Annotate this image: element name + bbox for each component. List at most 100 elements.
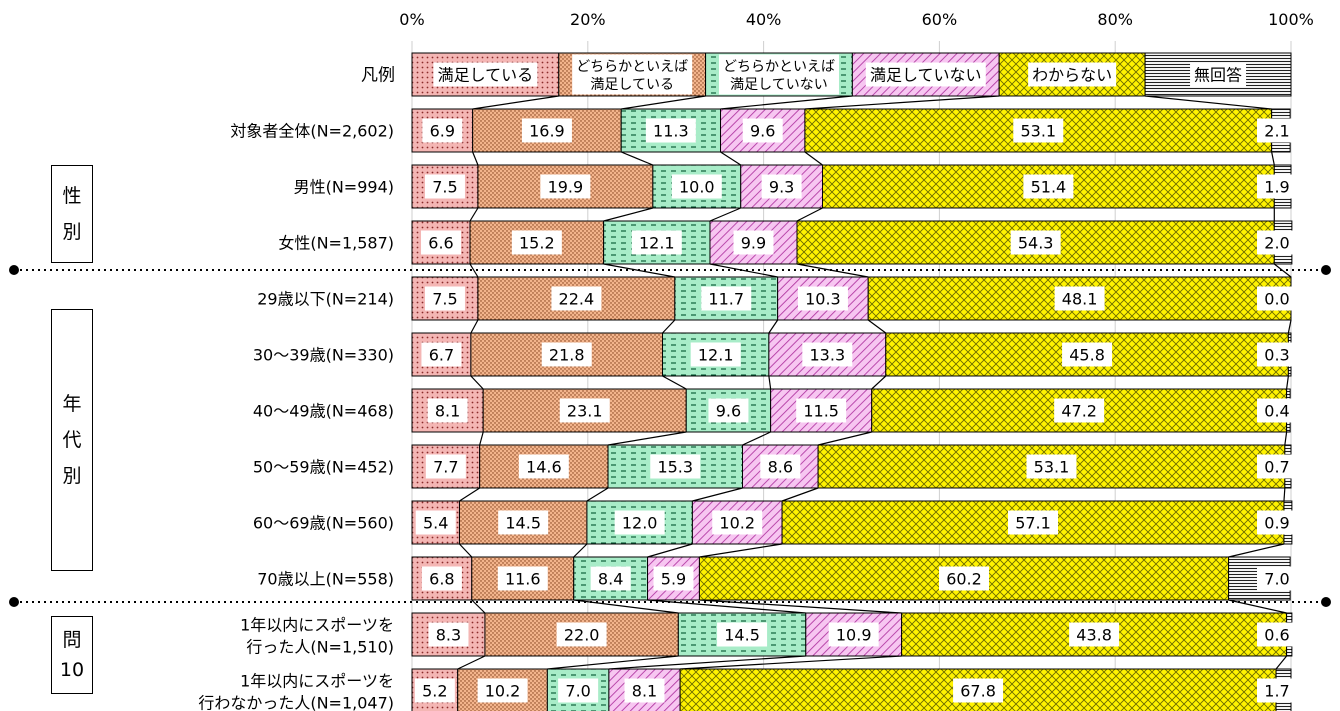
value-label-bg [1008,510,1059,535]
value-label: 8.3 [436,626,461,645]
group-label-char: 問 [62,629,82,651]
value-label-bg [760,454,801,479]
value-label: 10.0 [679,178,715,197]
row-label: 40〜49歳(N=468) [253,402,394,421]
group-label-char: 性 [62,185,82,207]
x-tick-label: 100% [1268,10,1314,29]
connector-line [662,319,676,334]
value-label-bg [1257,678,1297,703]
value-label-bg [761,174,802,199]
separator-dot [1321,265,1331,275]
value-label: 5.4 [423,514,448,533]
connector-line [457,655,486,670]
value-label-bg [1257,118,1297,143]
connector-line [586,487,609,502]
value-label: 7.7 [433,458,458,477]
row-label: 70歳以上(N=558) [257,570,394,589]
value-label-bg [477,678,528,703]
value-label: 7.5 [432,290,457,309]
connector-line [871,375,887,390]
value-label-bg [1062,342,1113,367]
connector-line [603,207,653,222]
connector-line [1286,375,1289,390]
value-label-bg [421,566,462,591]
value-label: 0.0 [1264,290,1289,309]
value-label-bg [1054,398,1105,423]
value-label: 9.6 [750,122,775,141]
value-label: 0.4 [1264,402,1289,421]
connector-line [680,655,902,670]
value-label: 7.0 [1264,570,1289,589]
x-tick-label: 60% [922,10,958,29]
value-label: 2.1 [1264,122,1289,141]
connector-line [471,599,486,614]
row-label: 30〜39歳(N=330) [253,346,394,365]
connector-line [479,431,484,446]
value-label: 8.1 [435,402,460,421]
separator-dot [1321,597,1331,607]
value-label: 2.0 [1264,234,1289,253]
row-label: 対象者全体(N=2,602) [230,122,394,141]
connector-line [470,319,479,334]
value-label: 57.1 [1015,514,1051,533]
x-tick-label: 0% [399,10,424,29]
value-label-bg [1026,454,1077,479]
value-label: 0.3 [1264,346,1289,365]
connector-line [469,263,479,278]
legend-label: 無回答 [1194,66,1242,85]
connector-line [647,543,693,558]
value-label-bg [556,622,607,647]
value-label: 11.5 [803,402,839,421]
value-label: 6.7 [429,346,454,365]
separator-dot [9,265,19,275]
value-label-bg [690,342,741,367]
value-label: 6.8 [429,570,454,589]
value-label: 8.4 [598,570,623,589]
group-label-gender: 性 別 [51,165,93,263]
legend-row-label: 凡例 [361,66,395,86]
value-label-bg [521,118,572,143]
value-label-bg [624,678,665,703]
value-label-bg [645,118,696,143]
value-label: 11.3 [653,122,689,141]
value-label-bg [422,118,463,143]
connector-line [768,375,772,390]
legend-label-bg [433,62,538,87]
value-label-bg [551,286,602,311]
value-label: 21.8 [549,346,585,365]
value-label: 48.1 [1062,290,1098,309]
legend-label-bg [718,54,839,95]
connector-line [796,207,823,222]
connector-line [607,431,687,446]
connector-line [699,543,783,558]
value-label: 22.0 [564,626,600,645]
row-label: 50〜59歳(N=452) [253,458,394,477]
value-label: 60.2 [946,570,982,589]
value-label-bg [614,510,665,535]
value-label-bg [421,230,462,255]
value-label-bg [414,678,455,703]
value-label-bg [1010,230,1061,255]
value-label-bg [939,566,990,591]
connector-line [647,599,806,614]
value-label: 10.9 [836,626,872,645]
group-label-char: 別 [62,221,82,243]
value-label: 12.1 [698,346,734,365]
value-label-bg [671,174,722,199]
value-label-bg [1257,286,1297,311]
value-label-bg [421,342,462,367]
value-label-bg [828,622,879,647]
value-label-bg [717,622,768,647]
connector-line [459,487,481,502]
group-label-q10: 問 10 [51,616,93,694]
value-label-bg [427,398,468,423]
value-label: 9.3 [769,178,794,197]
value-label-bg [425,454,466,479]
value-label: 51.4 [1031,178,1067,197]
value-label-bg [1257,454,1297,479]
bar-segment [573,556,649,601]
group-label-char: 別 [62,465,82,487]
value-label-bg [742,118,783,143]
value-label: 14.5 [505,514,541,533]
value-label: 10.2 [485,682,521,701]
